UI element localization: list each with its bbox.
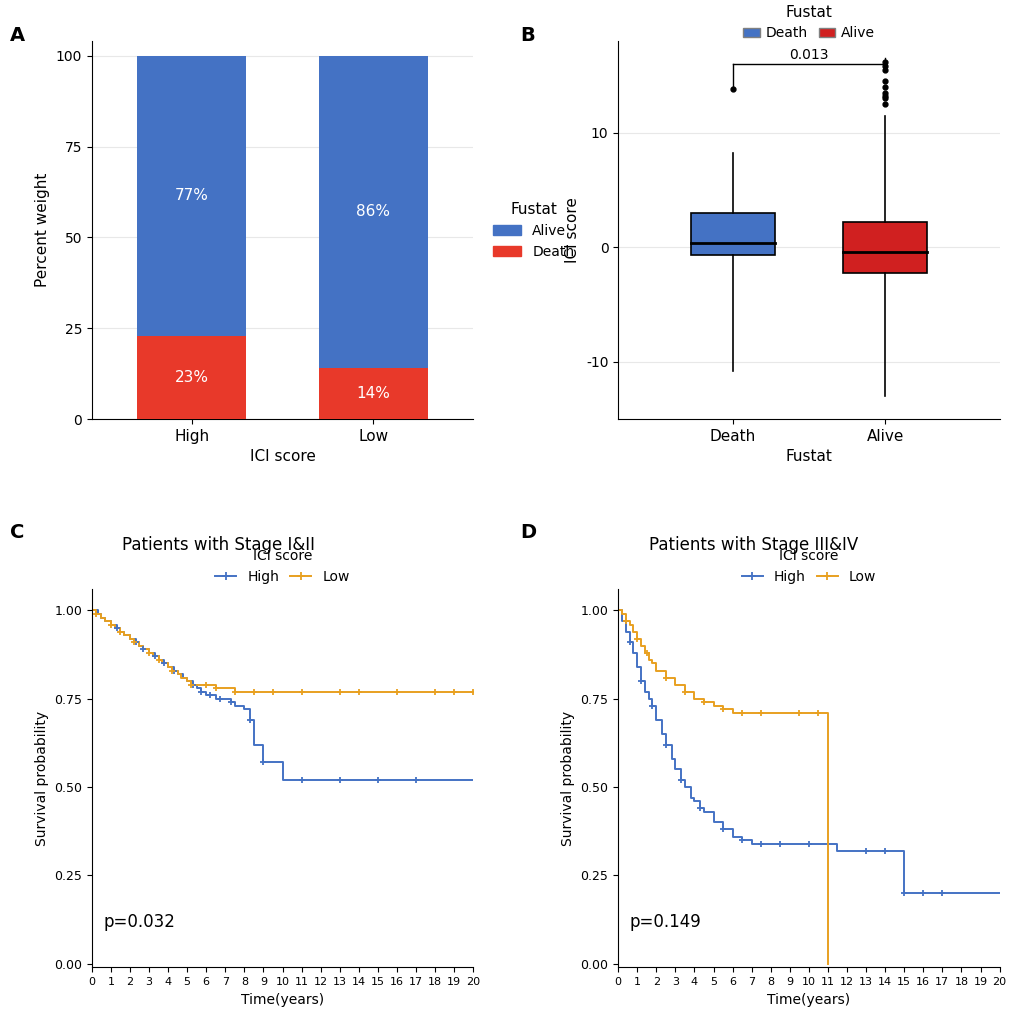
X-axis label: Time(years): Time(years) bbox=[240, 993, 324, 1006]
Legend: Death, Alive: Death, Alive bbox=[737, 0, 879, 46]
Text: D: D bbox=[520, 523, 536, 541]
Text: A: A bbox=[10, 26, 25, 44]
Legend: High, Low: High, Low bbox=[210, 543, 355, 590]
Bar bbox=[138, 56, 246, 335]
Y-axis label: ICI score: ICI score bbox=[565, 198, 580, 263]
Bar bbox=[138, 335, 246, 419]
X-axis label: Time(years): Time(years) bbox=[766, 993, 850, 1006]
Text: 0.013: 0.013 bbox=[789, 47, 827, 62]
Text: 77%: 77% bbox=[174, 188, 209, 203]
Text: p=0.032: p=0.032 bbox=[103, 913, 175, 931]
Text: B: B bbox=[520, 26, 534, 44]
Bar bbox=[690, 213, 773, 255]
Legend: Alive, Death: Alive, Death bbox=[487, 197, 580, 264]
Y-axis label: Survival probability: Survival probability bbox=[560, 711, 575, 846]
Y-axis label: Percent weight: Percent weight bbox=[35, 173, 50, 287]
Text: 23%: 23% bbox=[174, 369, 209, 385]
Bar bbox=[319, 368, 427, 419]
Text: Patients with Stage I&II: Patients with Stage I&II bbox=[122, 536, 315, 555]
Text: Patients with Stage III&IV: Patients with Stage III&IV bbox=[648, 536, 857, 555]
Text: 86%: 86% bbox=[356, 205, 390, 219]
Text: C: C bbox=[10, 523, 24, 541]
Text: p=0.149: p=0.149 bbox=[629, 913, 701, 931]
X-axis label: ICI score: ICI score bbox=[250, 450, 315, 464]
Legend: High, Low: High, Low bbox=[736, 543, 880, 590]
Y-axis label: Survival probability: Survival probability bbox=[35, 711, 49, 846]
X-axis label: Fustat: Fustat bbox=[785, 450, 832, 464]
Bar bbox=[319, 56, 427, 368]
Bar bbox=[843, 222, 926, 273]
Text: 14%: 14% bbox=[356, 386, 390, 401]
